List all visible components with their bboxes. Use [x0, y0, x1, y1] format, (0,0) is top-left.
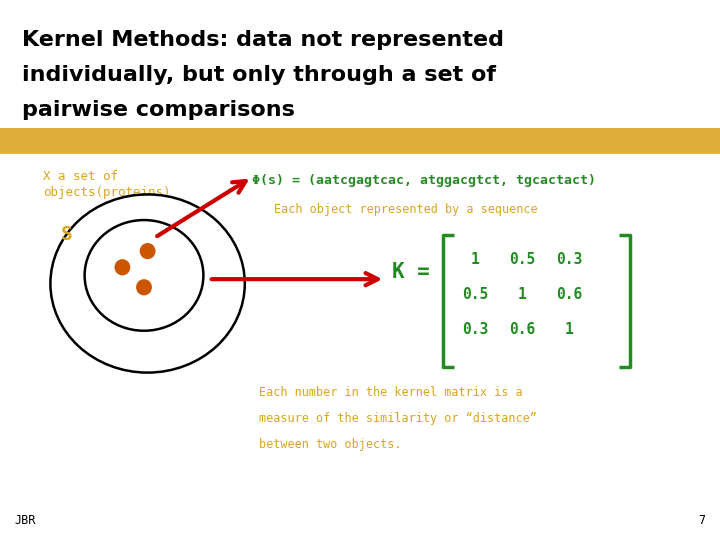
Text: 7: 7: [698, 514, 706, 526]
Text: 0.3: 0.3: [462, 322, 488, 337]
Text: 0.5: 0.5: [462, 287, 488, 302]
Text: X a set of: X a set of: [43, 170, 118, 183]
Text: 1: 1: [471, 252, 480, 267]
Text: Each object represented by a sequence: Each object represented by a sequence: [274, 202, 537, 215]
Text: Φ(s) = (aatcgagtcac, atggacgtct, tgcactact): Φ(s) = (aatcgagtcac, atggacgtct, tgcacta…: [252, 174, 596, 187]
Text: K =: K =: [392, 261, 431, 282]
Text: pairwise comparisons: pairwise comparisons: [22, 100, 294, 120]
FancyBboxPatch shape: [0, 128, 720, 154]
Text: 1: 1: [564, 322, 573, 337]
Text: 0.6: 0.6: [556, 287, 582, 302]
Text: Each number in the kernel matrix is a: Each number in the kernel matrix is a: [259, 386, 523, 399]
Text: 1: 1: [518, 287, 526, 302]
Text: objects(proteins): objects(proteins): [43, 186, 171, 199]
Text: 0.5: 0.5: [509, 252, 535, 267]
Text: measure of the similarity or “distance”: measure of the similarity or “distance”: [259, 412, 537, 425]
Text: S: S: [61, 225, 73, 245]
Ellipse shape: [140, 243, 156, 259]
Text: Kernel Methods: data not represented: Kernel Methods: data not represented: [22, 30, 503, 50]
Ellipse shape: [114, 259, 130, 275]
Text: 0.6: 0.6: [509, 322, 535, 337]
Text: between two objects.: between two objects.: [259, 438, 402, 451]
Text: JBR: JBR: [14, 514, 36, 526]
Text: 0.3: 0.3: [556, 252, 582, 267]
Ellipse shape: [136, 279, 152, 295]
Text: individually, but only through a set of: individually, but only through a set of: [22, 65, 495, 85]
